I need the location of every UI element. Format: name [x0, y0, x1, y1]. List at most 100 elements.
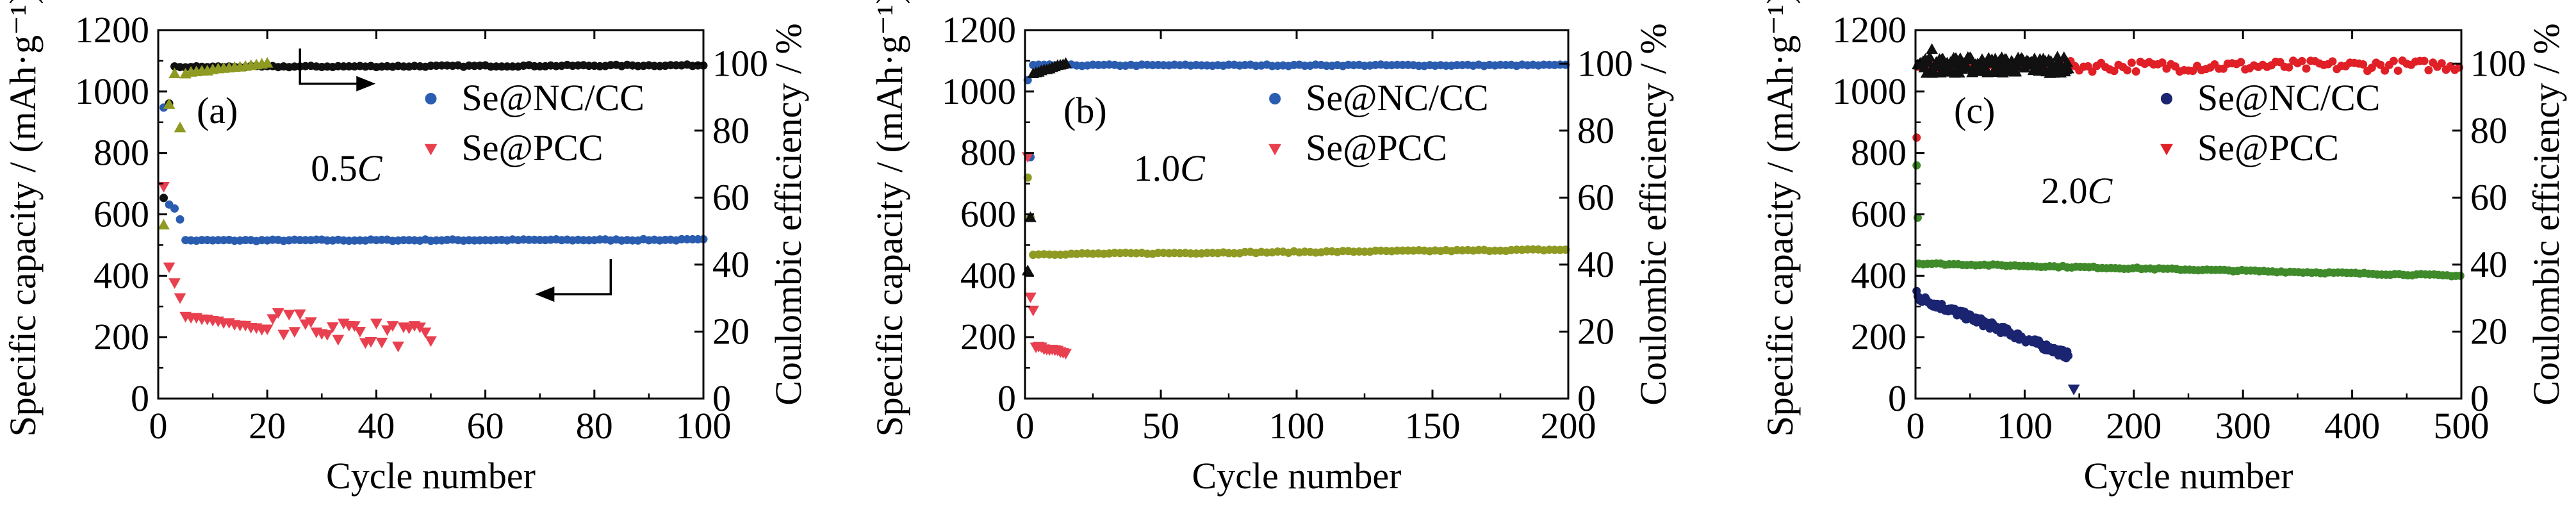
data-point	[2067, 384, 2080, 395]
data-point	[2393, 66, 2402, 75]
y-left-tick-label: 400	[960, 254, 1016, 296]
series-se-pcc	[1021, 152, 1072, 359]
legend-label: Se@PCC	[1306, 127, 1447, 169]
data-point	[2389, 56, 2398, 65]
y-right-axis-title: Coulombic efficiency / %	[2525, 23, 2567, 405]
data-point	[2456, 271, 2465, 280]
y-left-tick-label: 600	[960, 194, 1016, 235]
y-right-tick-label: 80	[2470, 110, 2507, 151]
data-point	[168, 278, 181, 289]
y-right-tick-label: 20	[1577, 310, 1614, 352]
series-efficiency-2	[1023, 173, 1570, 260]
y-left-tick-label: 0	[1888, 377, 1907, 419]
x-tick-label: 200	[1541, 405, 1596, 447]
legend-label: Se@NC/CC	[462, 77, 644, 119]
y-right-tick-label: 20	[712, 310, 750, 352]
y-right-axis-title: Coulombic efficiency / %	[767, 23, 809, 405]
data-point	[2424, 66, 2433, 74]
x-tick-label: 20	[249, 405, 286, 447]
x-tick-label: 500	[2434, 405, 2490, 447]
chart-panel-2: 0 50 100 150 2000200400600800100012000204060…	[869, 0, 1674, 497]
data-point	[386, 321, 399, 332]
arrow-to-left-axis	[550, 259, 612, 295]
series-efficiency-2	[1912, 161, 2465, 281]
x-tick-label: 40	[357, 405, 395, 447]
data-point	[1060, 349, 1072, 359]
x-axis-title: Cycle number	[2084, 455, 2293, 497]
y-right-tick-label: 40	[1577, 244, 1614, 285]
y-left-tick-label: 800	[94, 132, 149, 174]
series-efficiency-3	[158, 56, 274, 230]
data-point	[170, 204, 179, 213]
data-point	[370, 318, 382, 329]
x-tick-label: 80	[576, 405, 613, 447]
x-axis-title: Cycle number	[326, 455, 536, 497]
data-point	[381, 325, 393, 336]
data-point	[2236, 58, 2245, 67]
data-point	[2158, 58, 2167, 67]
data-point	[288, 327, 301, 338]
panel-label: (b)	[1063, 90, 1107, 131]
data-point	[2127, 58, 2136, 67]
y-left-tick-label: 1000	[1832, 70, 1907, 112]
rate-label: 2.0C	[2041, 170, 2113, 211]
x-tick-label: 100	[1269, 405, 1325, 447]
data-point	[321, 330, 334, 341]
data-point	[261, 324, 274, 336]
legend-label: Se@PCC	[2197, 127, 2339, 169]
y-right-axis-title: Coulombic efficiency / %	[1632, 23, 1674, 405]
legend-marker	[1269, 93, 1281, 104]
y-right-tick-label: 60	[2470, 176, 2507, 218]
panel-label: (a)	[197, 90, 238, 131]
data-point	[365, 336, 377, 348]
data-point	[2123, 66, 2132, 75]
data-point	[1923, 51, 1936, 62]
data-point	[2062, 62, 2074, 74]
data-point	[176, 215, 185, 224]
x-axis-title: Cycle number	[1192, 455, 1402, 497]
arrow-head-left	[535, 286, 555, 302]
y-right-tick-label: 20	[2470, 310, 2507, 352]
data-point	[2420, 56, 2429, 65]
data-point	[158, 219, 170, 230]
legend-marker	[1268, 144, 1281, 156]
x-tick-label: 50	[1142, 405, 1179, 447]
data-point	[304, 317, 317, 328]
y-left-axis-title: Specific capacity / (mAh·g⁻¹)	[869, 0, 910, 436]
data-point	[1912, 133, 1921, 142]
y-left-tick-label: 200	[960, 316, 1016, 358]
x-tick-label: 100	[1997, 405, 2053, 447]
data-point	[160, 194, 168, 202]
y-right-tick-label: 40	[2470, 244, 2507, 285]
y-left-tick-label: 600	[1851, 194, 1907, 235]
series-efficiency-3	[1912, 43, 2074, 78]
y-left-tick-label: 1200	[75, 9, 149, 51]
y-right-tick-label: 100	[712, 42, 768, 84]
y-right-tick-label: 40	[712, 244, 750, 285]
y-right-tick-label: 80	[712, 110, 750, 151]
data-point	[2061, 56, 2074, 67]
rate-label: 1.0C	[1134, 147, 1206, 189]
y-right-tick-label: 100	[1577, 42, 1633, 84]
legend-marker	[2160, 144, 2173, 156]
data-point	[2044, 55, 2057, 66]
y-right-tick-label: 60	[712, 176, 750, 218]
data-point	[2088, 67, 2097, 76]
y-left-tick-label: 1000	[942, 70, 1016, 112]
data-point	[174, 293, 186, 304]
y-left-axis-title: Specific capacity / (mAh·g⁻¹)	[1759, 0, 1801, 436]
chart-panel-3: 0 100 200 300 400 500020040060080010001200020…	[1759, 0, 2567, 497]
y-left-tick-label: 1200	[1832, 9, 1907, 51]
x-tick-label: 0	[149, 405, 168, 447]
x-tick-label: 100	[676, 405, 732, 447]
arrow-head-right	[356, 76, 376, 92]
data-point	[272, 308, 284, 319]
data-point	[332, 334, 345, 346]
data-point	[261, 56, 274, 68]
data-point	[163, 98, 176, 109]
data-point	[2064, 351, 2073, 360]
data-point	[2131, 67, 2140, 76]
data-point	[1027, 306, 1040, 317]
data-point	[277, 329, 290, 341]
